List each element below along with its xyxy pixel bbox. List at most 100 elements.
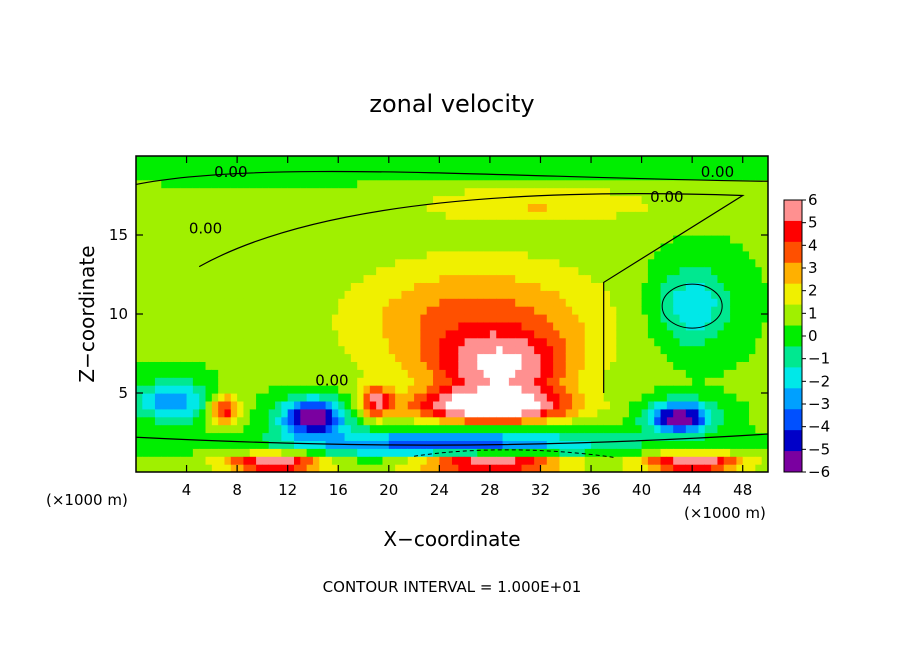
heat-cell bbox=[262, 242, 270, 252]
heat-cell bbox=[237, 464, 245, 472]
heat-cell bbox=[294, 440, 301, 449]
heat-cell bbox=[458, 464, 466, 472]
heat-cell bbox=[268, 242, 276, 252]
heat-cell bbox=[148, 448, 156, 457]
heat-cell bbox=[312, 250, 320, 260]
heat-cell bbox=[508, 456, 516, 465]
heat-cell bbox=[521, 306, 529, 315]
heat-cell bbox=[635, 408, 643, 418]
heat-cell bbox=[300, 448, 308, 457]
heat-cell bbox=[369, 219, 377, 228]
heat-cell bbox=[496, 377, 504, 386]
heat-cell bbox=[300, 211, 308, 220]
heat-cell bbox=[148, 171, 156, 181]
heat-cell bbox=[458, 171, 466, 181]
heat-cell bbox=[742, 400, 750, 410]
heat-cell bbox=[572, 258, 579, 268]
heat-cell bbox=[312, 195, 320, 204]
heat-cell bbox=[237, 408, 245, 418]
heat-cell bbox=[211, 440, 219, 449]
heat-cell bbox=[218, 282, 226, 291]
heat-cell bbox=[350, 282, 358, 291]
heat-cell bbox=[401, 408, 409, 418]
heat-cell bbox=[546, 156, 554, 165]
heat-cell bbox=[666, 361, 674, 370]
heat-cell bbox=[496, 345, 504, 355]
heat-cell bbox=[749, 250, 756, 260]
heat-cell bbox=[673, 361, 681, 370]
heat-cell bbox=[742, 321, 750, 331]
heat-cell bbox=[660, 456, 668, 465]
heat-cell bbox=[414, 321, 421, 331]
heat-cell bbox=[275, 369, 282, 378]
heat-cell bbox=[603, 329, 611, 339]
heat-cell bbox=[192, 329, 200, 339]
heat-cell bbox=[730, 290, 737, 299]
heat-cell bbox=[173, 408, 181, 418]
heat-cell bbox=[294, 242, 301, 252]
heat-cell bbox=[294, 369, 301, 378]
heat-cell bbox=[262, 203, 270, 212]
heat-cell bbox=[711, 290, 719, 299]
heat-cell bbox=[180, 448, 188, 457]
heat-cell bbox=[704, 156, 712, 165]
heat-cell bbox=[685, 266, 693, 276]
heat-cell bbox=[312, 361, 320, 370]
heat-cell bbox=[173, 203, 181, 212]
heat-cell bbox=[603, 282, 611, 291]
heat-cell bbox=[445, 345, 453, 355]
heat-cell bbox=[723, 377, 731, 386]
heat-cell bbox=[407, 306, 415, 315]
heat-cell bbox=[148, 195, 156, 204]
heat-cell bbox=[458, 337, 466, 347]
heat-cell bbox=[711, 314, 719, 323]
heat-cell bbox=[610, 416, 617, 426]
heat-cell bbox=[439, 242, 447, 252]
heat-cell bbox=[243, 298, 251, 307]
heat-cell bbox=[256, 424, 263, 434]
heat-cell bbox=[369, 306, 377, 315]
heat-cell bbox=[458, 258, 466, 268]
heat-cell bbox=[591, 235, 598, 244]
heat-cell bbox=[268, 235, 276, 244]
heat-cell bbox=[199, 361, 207, 370]
heat-cell bbox=[597, 156, 605, 165]
heat-cell bbox=[407, 329, 415, 339]
heat-cell bbox=[489, 179, 497, 189]
heat-cell bbox=[761, 345, 768, 355]
heat-cell bbox=[666, 211, 674, 220]
heat-cell bbox=[692, 464, 700, 472]
heat-cell bbox=[256, 250, 263, 260]
heat-cell bbox=[591, 400, 598, 410]
heat-cell bbox=[268, 179, 276, 189]
heat-cell bbox=[685, 235, 693, 244]
heat-cell bbox=[559, 440, 567, 449]
heat-cell bbox=[161, 377, 169, 386]
heat-cell bbox=[723, 464, 731, 472]
heat-cell bbox=[136, 195, 143, 204]
heat-cell bbox=[540, 282, 548, 291]
heat-cell bbox=[458, 211, 466, 220]
heat-cell bbox=[256, 187, 263, 197]
heat-cell bbox=[445, 290, 453, 299]
heat-cell bbox=[603, 393, 611, 402]
heat-cell bbox=[211, 416, 219, 426]
heat-cell bbox=[230, 195, 238, 204]
heat-cell bbox=[597, 408, 605, 418]
heat-cell bbox=[527, 171, 535, 181]
heat-cell bbox=[300, 171, 308, 181]
heat-cell bbox=[489, 250, 497, 260]
heat-cell bbox=[483, 282, 491, 291]
heat-cell bbox=[230, 282, 238, 291]
heat-cell bbox=[407, 424, 415, 434]
heat-cell bbox=[230, 179, 238, 189]
heat-cell bbox=[521, 282, 529, 291]
heat-cell bbox=[344, 187, 352, 197]
heat-cell bbox=[180, 432, 188, 441]
heat-cell bbox=[161, 361, 169, 370]
heat-cell bbox=[610, 337, 617, 347]
heat-cell bbox=[294, 179, 301, 189]
heat-cell bbox=[622, 282, 630, 291]
heat-cell bbox=[388, 416, 396, 426]
